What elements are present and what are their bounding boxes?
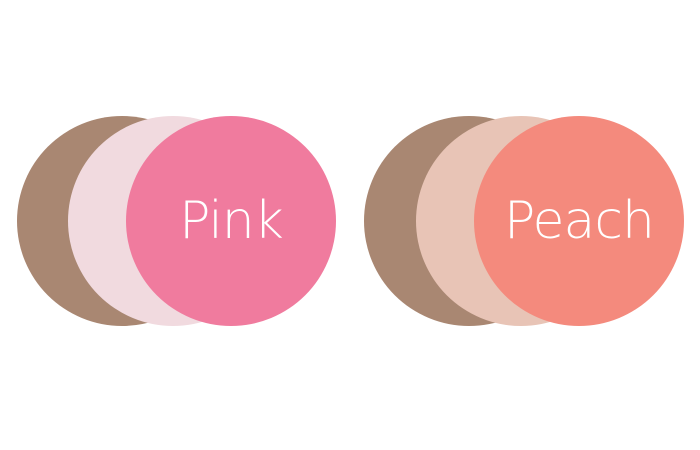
peach-label: Peach — [504, 191, 655, 251]
peach-front-circle — [474, 116, 684, 326]
pink-front-circle — [126, 116, 336, 326]
pink-label: Pink — [179, 191, 284, 251]
